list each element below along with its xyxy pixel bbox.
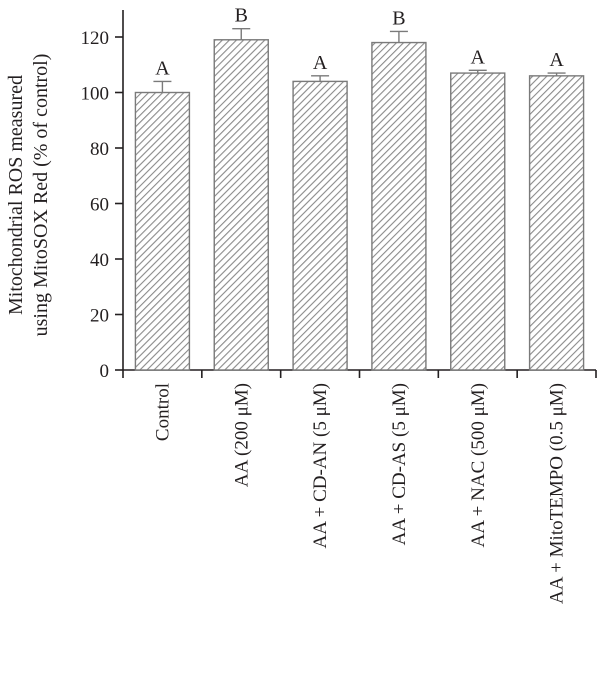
bar: [292, 80, 348, 371]
category-labels: Control AA (200 μM) AA + CD-AN (5 μM) AA + …: [152, 383, 567, 604]
y-tick-label: 100: [81, 84, 110, 105]
bar: [528, 75, 585, 371]
significance-letter: A: [471, 46, 486, 68]
y-tick-label: 60: [90, 195, 109, 216]
error-bar: [547, 72, 566, 76]
significance-letter: B: [235, 5, 248, 27]
y-axis-label: Mitochondrial ROS measured using MitoSOX …: [5, 54, 52, 337]
y-tick-label: 0: [100, 361, 110, 382]
bar: [134, 91, 191, 371]
y-axis-title-line: Mitochondrial ROS measured: [5, 75, 27, 315]
y-tick-label: 120: [81, 28, 110, 49]
error-bar: [311, 75, 330, 82]
x-axis: [122, 369, 597, 378]
bar: [371, 41, 427, 371]
significance-letter: A: [549, 49, 564, 71]
error-bars: [153, 27, 566, 93]
bars: [134, 39, 585, 371]
error-bar: [389, 30, 408, 43]
category-label: AA + NAC (500 μM): [468, 383, 489, 547]
significance-letter: B: [392, 7, 405, 29]
category-label: AA + MitoTEMPO (0.5 μM): [547, 383, 568, 604]
category-label: AA + CD-AN (5 μM): [310, 383, 331, 549]
error-bar: [153, 80, 172, 93]
category-label: AA + CD-AS (5 μM): [389, 383, 410, 545]
y-axis: 0 20 40 60 80 100 120: [81, 10, 124, 382]
category-label: Control: [152, 383, 173, 441]
y-axis-title-line: using MitoSOX Red (% of control): [30, 54, 52, 337]
y-tick-label: 20: [90, 306, 109, 327]
bar: [213, 39, 269, 371]
significance-letters: A B A B A A: [155, 5, 564, 80]
error-bar: [232, 27, 251, 40]
bar: [450, 72, 506, 371]
significance-letter: A: [313, 52, 328, 74]
error-bar: [468, 69, 487, 74]
y-tick-label: 80: [90, 139, 109, 160]
significance-letter: A: [155, 57, 170, 79]
category-label: AA (200 μM): [231, 383, 252, 487]
y-tick-label: 40: [90, 250, 109, 271]
